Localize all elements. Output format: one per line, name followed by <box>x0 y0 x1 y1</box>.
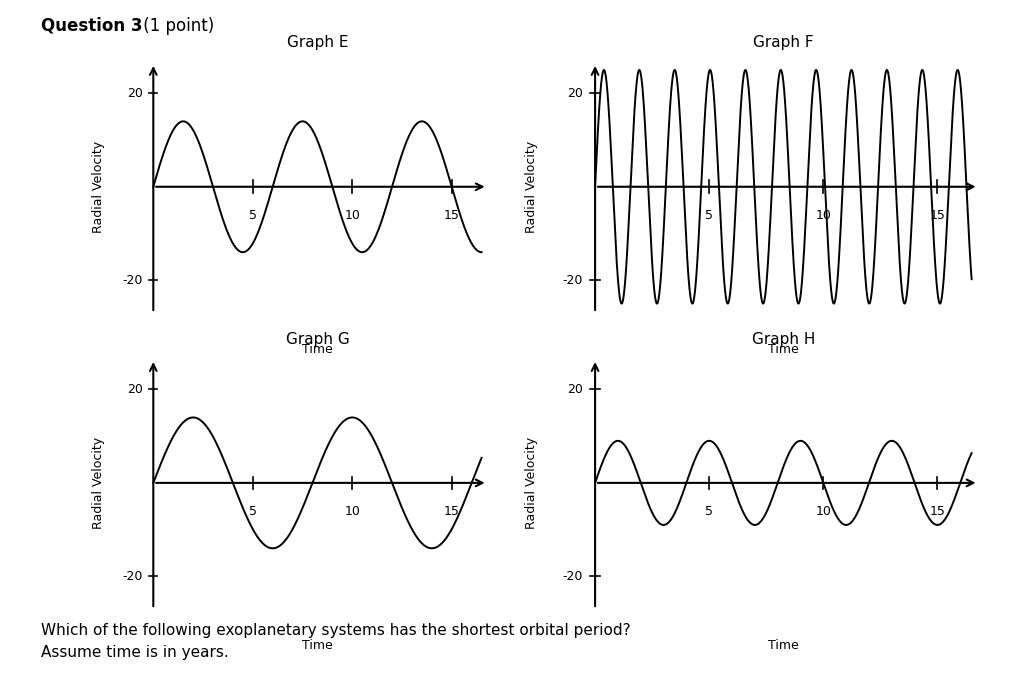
Text: 15: 15 <box>930 505 945 518</box>
Text: 20: 20 <box>127 87 143 100</box>
Text: Time: Time <box>768 639 799 652</box>
Text: Radial Velocity: Radial Velocity <box>525 141 539 233</box>
Text: 20: 20 <box>567 87 583 100</box>
Text: Time: Time <box>768 343 799 356</box>
Text: Graph E: Graph E <box>287 36 348 50</box>
Text: 10: 10 <box>815 209 831 222</box>
Text: -20: -20 <box>563 570 583 583</box>
Text: Radial Velocity: Radial Velocity <box>91 437 104 529</box>
Text: 15: 15 <box>443 505 460 518</box>
Text: Radial Velocity: Radial Velocity <box>525 437 539 529</box>
Text: Time: Time <box>302 343 333 356</box>
Text: (1 point): (1 point) <box>138 17 214 35</box>
Text: Assume time is in years.: Assume time is in years. <box>41 645 228 660</box>
Text: Question 3: Question 3 <box>41 17 142 35</box>
Text: Time: Time <box>302 639 333 652</box>
Text: 5: 5 <box>249 505 257 518</box>
Text: Graph F: Graph F <box>753 36 814 50</box>
Text: 15: 15 <box>443 209 460 222</box>
Text: Which of the following exoplanetary systems has the shortest orbital period?: Which of the following exoplanetary syst… <box>41 623 631 637</box>
Text: 10: 10 <box>344 209 360 222</box>
Text: Radial Velocity: Radial Velocity <box>91 141 104 233</box>
Text: -20: -20 <box>123 570 143 583</box>
Text: Graph H: Graph H <box>752 332 815 347</box>
Text: -20: -20 <box>123 274 143 287</box>
Text: 5: 5 <box>706 505 713 518</box>
Text: 20: 20 <box>127 383 143 396</box>
Text: 5: 5 <box>249 209 257 222</box>
Text: -20: -20 <box>563 274 583 287</box>
Text: 20: 20 <box>567 383 583 396</box>
Text: 10: 10 <box>815 505 831 518</box>
Text: 10: 10 <box>344 505 360 518</box>
Text: 15: 15 <box>930 209 945 222</box>
Text: Graph G: Graph G <box>286 332 349 347</box>
Text: 5: 5 <box>706 209 713 222</box>
